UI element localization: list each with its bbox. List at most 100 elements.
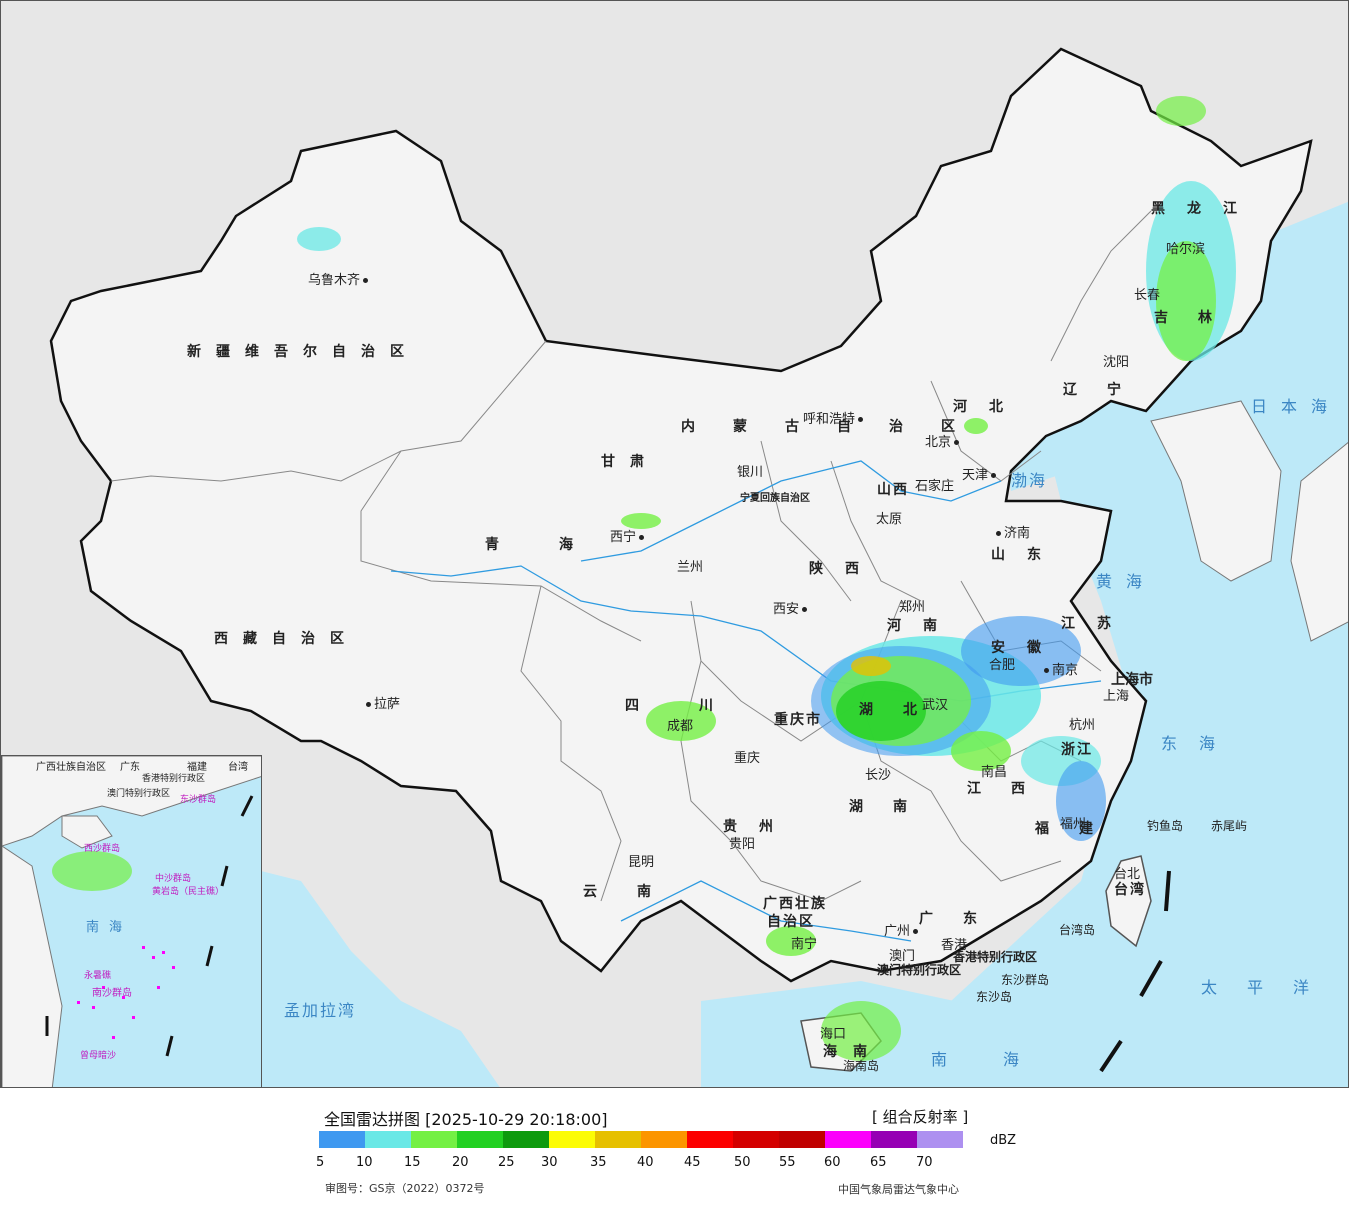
city-nanjing-label: 南京 [1052, 663, 1079, 678]
legend-color-bar [319, 1131, 963, 1148]
city-lanzhou: 兰州 [677, 556, 703, 575]
province-label-guizhou: 贵州 [723, 819, 795, 835]
city-guiyang: 贵阳 [729, 833, 755, 852]
province-label-hebei: 河北 [953, 399, 1025, 415]
province-label-tibet: 西藏自治区 [214, 631, 359, 647]
city-jinan: 济南 [993, 522, 1030, 541]
legend-swatch [365, 1131, 411, 1148]
city-guangzhou-label: 广州 [884, 924, 911, 939]
inset-label-dongsha: 东沙群岛 [180, 795, 217, 805]
legend-swatch [825, 1131, 871, 1148]
city-jinan-label: 济南 [1004, 526, 1031, 541]
city-kunming-label: 昆明 [628, 855, 655, 870]
japan-landmass [1290, 441, 1348, 642]
city-urumqi-label: 乌鲁木齐 [308, 273, 361, 288]
legend-swatch [871, 1131, 917, 1148]
province-label-hunan: 湖南 [849, 799, 937, 815]
city-changsha: 长沙 [865, 764, 891, 783]
city-shijiazhuang-label: 石家庄 [915, 479, 955, 494]
province-label-xinjiang: 新疆维吾尔自治区 [187, 344, 419, 360]
inset-label-nansha: 南沙群岛 [92, 988, 132, 999]
province-label-hainan: 海南 [823, 1044, 883, 1060]
inset-label-guangxi: 广西壮族自治区 [36, 762, 106, 773]
legend-swatch [549, 1131, 595, 1148]
city-wuhan: 武汉 [922, 694, 948, 713]
korea-landmass [1150, 400, 1282, 582]
province-label-neimenggu: 内蒙古自治区 [681, 419, 993, 435]
province-label-hubei: 湖北 [859, 702, 947, 718]
sea-label-yellow-sea: 黄海 [1096, 572, 1157, 591]
city-fuzhou-label: 福州 [1060, 817, 1087, 832]
legend-swatch [503, 1131, 549, 1148]
inset-label-hk: 香港特别行政区 [142, 774, 206, 784]
island-label-diaoyu: 钓鱼岛 [1147, 819, 1184, 833]
inset-label-huangyan: 黄岩岛（民主礁） [152, 887, 225, 897]
legend-swatch [641, 1131, 687, 1148]
province-label-qinghai: 青海 [485, 537, 633, 553]
city-yinchuan: 银川 [737, 461, 763, 480]
city-yinchuan-label: 银川 [737, 465, 764, 480]
city-zhengzhou: 郑州 [899, 596, 925, 615]
province-label-fujian: 福建 [1035, 821, 1123, 837]
city-harbin: 哈尔滨 [1166, 238, 1205, 257]
legend-title: 全国雷达拼图 [2025-10-29 20:18:00] [324, 1110, 608, 1129]
province-label-jilin: 吉林 [1154, 310, 1242, 326]
city-hangzhou: 杭州 [1069, 714, 1095, 733]
province-label-heilongjiang: 黑龙江 [1151, 201, 1259, 217]
taiwan-island-shape [1105, 855, 1152, 948]
legend-tick-label: 5 [316, 1155, 325, 1170]
city-zhengzhou-label: 郑州 [899, 600, 926, 615]
legend-tick-label: 30 [541, 1155, 558, 1170]
sea-label-south-sea: 南海 [931, 1050, 1076, 1069]
south-china-sea-inset: 广西壮族自治区 广东 福建 台湾 香港特别行政区 澳门特别行政区 东沙群岛 西沙… [1, 755, 262, 1087]
city-macau: 澳门 [889, 945, 915, 964]
island-label-chiwei: 赤尾屿 [1211, 819, 1248, 833]
city-tianjin: 天津 [962, 464, 999, 483]
city-xining: 西宁 [610, 526, 647, 545]
province-label-zhejiang: 浙江 [1061, 742, 1093, 758]
city-guiyang-label: 贵阳 [729, 837, 756, 852]
city-hongkong-label: 香港 [941, 938, 968, 953]
province-label-anhui: 安徽 [991, 640, 1063, 656]
province-label-liaoning: 辽宁 [1063, 382, 1151, 398]
legend-tick-label: 20 [452, 1155, 469, 1170]
legend-swatch [411, 1131, 457, 1148]
province-label-guangdong: 广东 [919, 911, 1007, 927]
legend-tick-label: 50 [734, 1155, 751, 1170]
legend-tick-label: 65 [870, 1155, 887, 1170]
city-guangzhou: 广州 [884, 920, 921, 939]
city-lhasa: 拉萨 [363, 693, 400, 712]
municipality-label-chongqing: 重庆市 [774, 712, 822, 728]
map-approval-number: 审图号：GS京（2022）0372号 [325, 1182, 485, 1195]
city-taipei: 台北 [1114, 863, 1140, 882]
city-beijing-label: 北京 [925, 435, 952, 450]
province-label-yunnan: 云南 [583, 884, 691, 900]
radar-echoes [297, 96, 1236, 1061]
agency-credit: 中国气象局雷达气象中心 [838, 1183, 959, 1196]
map-panel: 新疆维吾尔自治区 西藏自治区 青海 甘肃 四川 云南 贵州 广西壮族 自治区 广… [0, 0, 1349, 1088]
city-kunming: 昆明 [628, 851, 654, 870]
city-shanghai-label: 上海 [1103, 689, 1130, 704]
province-label-shandong: 山东 [991, 547, 1063, 563]
legend-swatch [319, 1131, 365, 1148]
legend-swatch [779, 1131, 825, 1148]
city-taiyuan: 太原 [876, 508, 902, 527]
city-lanzhou-label: 兰州 [677, 560, 704, 575]
sea-label-japan-sea: 日本海 [1251, 397, 1342, 416]
city-changchun-label: 长春 [1134, 288, 1161, 303]
inset-label-fujian: 福建 [187, 762, 207, 773]
inset-label-macau: 澳门特别行政区 [107, 789, 171, 799]
island-label-taiwan: 台湾岛 [1059, 923, 1096, 937]
city-xian-label: 西安 [773, 602, 800, 617]
city-changchun: 长春 [1134, 284, 1160, 303]
inset-canvas [2, 756, 261, 1087]
island-label-dongsha-group: 东沙群岛 [1001, 973, 1050, 987]
legend-unit: dBZ [990, 1133, 1017, 1148]
city-macau-label: 澳门 [889, 949, 916, 964]
legend-tick-label: 15 [404, 1155, 421, 1170]
inset-label-guangdong: 广东 [120, 762, 140, 773]
city-nanning: 南宁 [791, 933, 817, 952]
legend-tick-label: 40 [637, 1155, 654, 1170]
province-label-jiangxi: 江西 [967, 781, 1055, 797]
sar-label-macau: 澳门特别行政区 [877, 963, 962, 977]
